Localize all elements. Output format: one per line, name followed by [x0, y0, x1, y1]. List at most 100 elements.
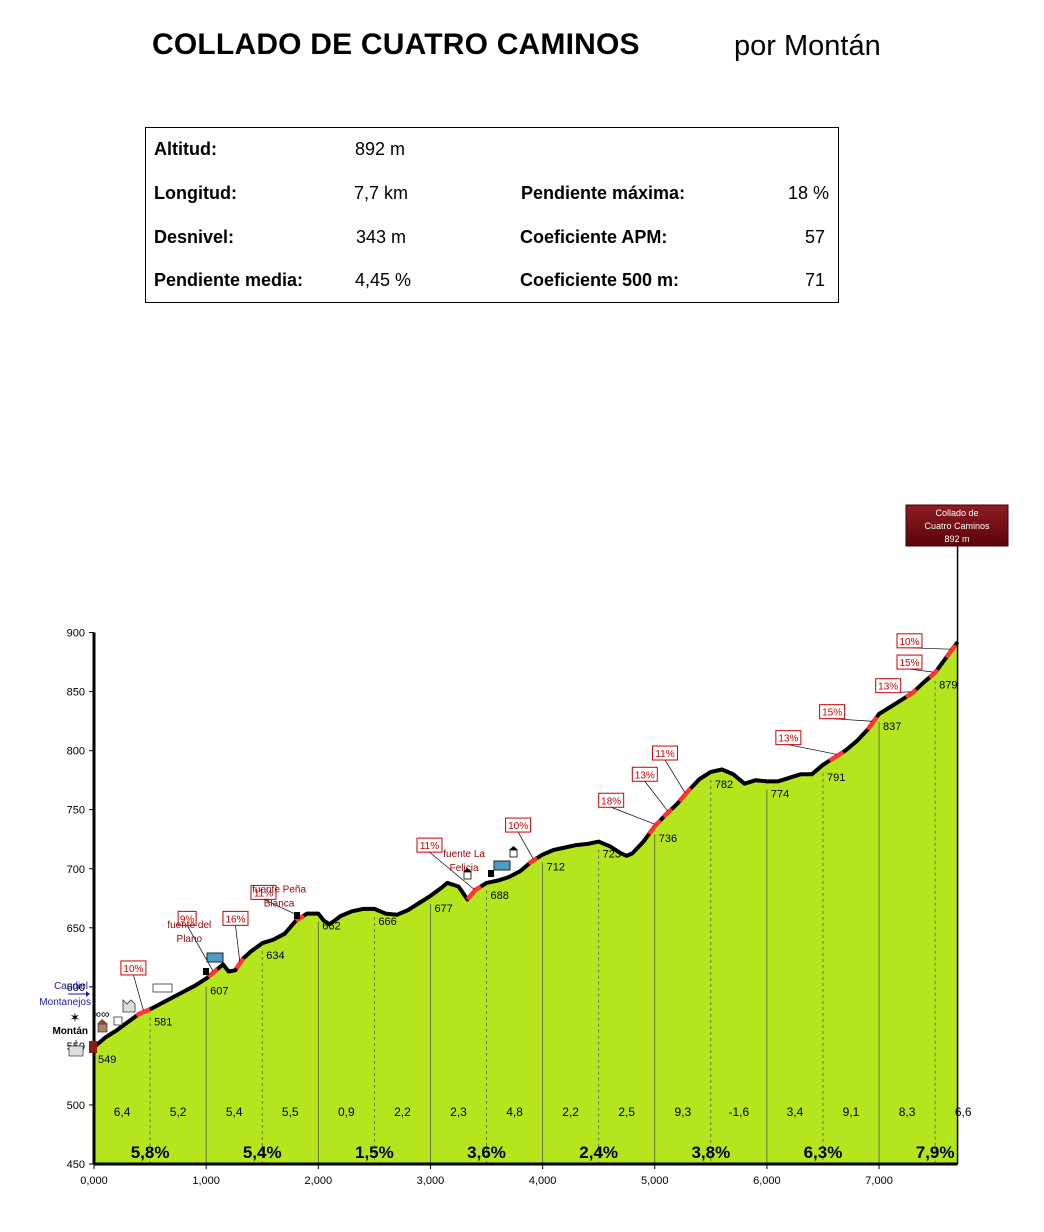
hut-roof-icon — [509, 846, 518, 850]
half-km-gradient: 0,9 — [338, 1105, 355, 1119]
steep-label: 11% — [254, 888, 273, 899]
steep-label: 10% — [899, 637, 919, 648]
steep-label: 15% — [899, 658, 919, 669]
place-label: fuente La — [443, 849, 485, 860]
steep-label: 15% — [822, 708, 842, 719]
half-km-gradient: 5,5 — [282, 1105, 299, 1119]
km-gradient: 1,5% — [355, 1143, 394, 1162]
summit-label: Collado de — [935, 508, 978, 518]
place-label: fuente del — [167, 920, 211, 931]
steep-label-box — [120, 960, 147, 976]
c500-value: 71 — [805, 270, 826, 290]
steep-segment — [465, 884, 483, 901]
steep-segment — [647, 818, 663, 836]
steep-label: 16% — [225, 914, 245, 925]
summit-label: 892 m — [944, 534, 969, 544]
y-tick-label: 450 — [67, 1159, 85, 1171]
steep-leader — [263, 899, 300, 917]
y-tick-label: 750 — [67, 805, 85, 817]
steep-segment — [234, 957, 246, 970]
steep-leader — [611, 806, 655, 825]
x-tick-label: 7,000 — [865, 1175, 893, 1187]
steep-label: 13% — [635, 770, 655, 781]
steep-label-box — [631, 766, 658, 782]
apm-value: 57 — [805, 227, 826, 247]
y-tick-label: 500 — [67, 1100, 85, 1112]
steep-label-box — [652, 745, 679, 761]
steep-label-box — [416, 837, 443, 853]
building-icon — [113, 1016, 123, 1026]
steep-label-box — [598, 792, 625, 808]
pendiente-maxima-label: Pendiente máxima: — [521, 183, 686, 203]
summit-box — [905, 504, 1009, 547]
crossroads-icon: ✶ — [70, 1010, 81, 1025]
elevation-label: 712 — [547, 862, 565, 874]
steep-label-box — [819, 704, 846, 720]
steep-leader — [186, 925, 214, 972]
elevation-label: 879 — [939, 680, 957, 692]
elevation-label: 736 — [659, 833, 677, 845]
steep-leader — [517, 831, 534, 859]
stats-table: Altitud: 892 m Longitud: 7,7 km Desnivel… — [145, 127, 839, 303]
place-label: Felicia — [450, 863, 479, 874]
place-label: fuente Peña — [252, 884, 306, 895]
house-roof-icon — [97, 1019, 108, 1024]
rings-icon: ∞∞ — [92, 1007, 109, 1021]
road-arrow-head — [86, 991, 90, 997]
sign-icon — [152, 983, 173, 993]
steep-label-box — [896, 633, 923, 649]
half-km-gradient: 4,8 — [506, 1105, 523, 1119]
km-gradient: 6,3% — [804, 1143, 843, 1162]
house-icon — [97, 1023, 108, 1033]
steep-segment — [828, 750, 845, 763]
summit-label: Cuatro Caminos — [924, 521, 990, 531]
x-tick-label: 6,000 — [753, 1175, 781, 1187]
elevation-label: 607 — [210, 986, 228, 998]
km-gradient: 5,4% — [243, 1143, 282, 1162]
y-tick-label: 800 — [67, 746, 85, 758]
half-km-gradient: -1,6 — [729, 1105, 750, 1119]
steep-label: 11% — [655, 749, 674, 760]
km-gradient: 2,4% — [579, 1143, 618, 1162]
steep-label-box — [505, 817, 532, 833]
km-gradient: 5,8% — [131, 1143, 170, 1162]
hut-icon — [463, 871, 472, 880]
shelter-icon — [493, 860, 511, 871]
hut-roof-icon — [463, 868, 472, 872]
half-km-gradient: 8,3 — [899, 1105, 916, 1119]
y-tick-label: 600 — [67, 982, 85, 994]
steep-segment — [928, 668, 940, 680]
x-tick-label: 5,000 — [641, 1175, 669, 1187]
elevation-label: 581 — [154, 1016, 172, 1028]
place-label: Plano — [177, 934, 203, 945]
elevation-label: 837 — [883, 721, 901, 733]
elevation-label: 677 — [434, 903, 452, 915]
half-km-gradient: 2,2 — [394, 1105, 411, 1119]
x-tick-label: 2,000 — [305, 1175, 333, 1187]
pendiente-maxima-value: 18 % — [788, 183, 830, 203]
pendiente-media-label: Pendiente media: — [154, 270, 304, 290]
steep-label-box — [222, 910, 249, 926]
half-km-gradient: 6,6 — [955, 1105, 972, 1119]
shelter-icon — [206, 952, 224, 963]
steep-label: 9% — [180, 914, 195, 925]
steep-segment — [135, 1007, 151, 1018]
half-km-gradient: 5,4 — [226, 1105, 243, 1119]
steep-label-box — [896, 654, 923, 670]
altitud-value: 892 m — [355, 139, 406, 159]
y-tick-label: 700 — [67, 864, 85, 876]
steep-label-box — [775, 730, 802, 746]
half-km-gradient: 6,4 — [114, 1105, 131, 1119]
chart-author: por Montán — [734, 30, 881, 62]
half-km-gradient: 9,1 — [843, 1105, 860, 1119]
elevation-label: 774 — [771, 788, 789, 800]
half-km-gradient: 9,3 — [674, 1105, 691, 1119]
km-gradient: 7,9% — [916, 1143, 955, 1162]
half-km-gradient: 3,4 — [787, 1105, 804, 1119]
place-label: Blanca — [264, 898, 295, 909]
start-marker-icon — [89, 1041, 97, 1053]
elevation-label: 662 — [322, 921, 340, 933]
steep-segment — [206, 967, 219, 979]
factory-icon — [122, 999, 136, 1013]
